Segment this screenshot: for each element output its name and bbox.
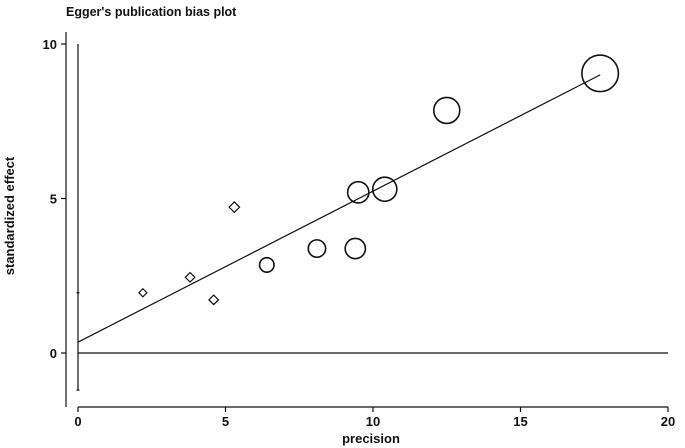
data-point-diamond (228, 201, 241, 214)
x-tick-label: 15 (513, 414, 527, 429)
axes: 0 5 10 0 5 10 15 20 (43, 32, 675, 429)
data-points (138, 54, 620, 306)
y-tick-label: 5 (50, 192, 57, 207)
x-tick-label: 0 (74, 414, 81, 429)
x-axis-label: precision (342, 431, 400, 446)
chart-title: Egger's publication bias plot (66, 5, 237, 19)
regression-line (77, 74, 601, 343)
y-tick-label: 0 (50, 346, 57, 361)
y-axis-label: standardized effect (2, 156, 17, 275)
data-point-circle (581, 54, 620, 93)
x-tick-label: 5 (222, 414, 229, 429)
data-point-circle (371, 176, 398, 203)
data-point-diamond (184, 271, 196, 283)
reference-lines (76, 44, 668, 391)
data-point-circle (346, 180, 370, 204)
x-tick-label: 20 (661, 414, 675, 429)
regression-line-group (77, 74, 601, 343)
data-point-circle (307, 239, 327, 259)
data-point-circle (432, 96, 461, 125)
x-tick-label: 10 (366, 414, 380, 429)
data-point-diamond (138, 287, 148, 298)
y-tick-label: 10 (43, 37, 57, 52)
data-point-circle (258, 256, 275, 273)
data-point-diamond (208, 294, 220, 306)
data-point-circle (344, 237, 367, 260)
